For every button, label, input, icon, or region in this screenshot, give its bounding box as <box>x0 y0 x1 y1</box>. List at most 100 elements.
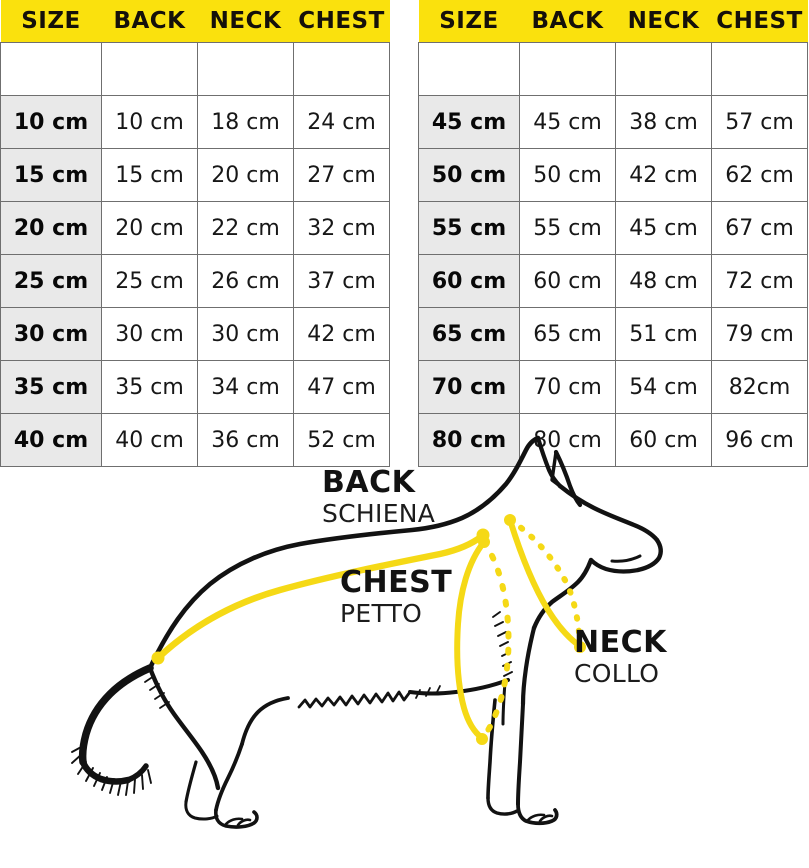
size-table-small-body: 10 cm 10 cm 18 cm 24 cm 15 cm 15 cm 20 c… <box>0 42 390 467</box>
column-header-neck: NECK <box>197 0 294 43</box>
cell-chest: 72 cm <box>711 254 808 308</box>
column-header-back: BACK <box>519 0 616 43</box>
cell-neck: 18 cm <box>197 95 294 149</box>
cell-neck: 42 cm <box>615 148 712 202</box>
table-row: 60 cm 60 cm 48 cm 72 cm <box>418 254 808 308</box>
cell-size: 35 cm <box>0 360 102 414</box>
table-row: 55 cm 55 cm 45 cm 67 cm <box>418 201 808 255</box>
label-chest-it: PETTO <box>340 599 423 628</box>
size-table-large-grid: SIZE BACK NECK CHEST 45 cm 45 cm 38 cm 5… <box>418 0 808 467</box>
label-neck: NECK COLLO <box>574 625 667 688</box>
cell-back: 45 cm <box>519 95 616 149</box>
cell-back: 35 cm <box>101 360 198 414</box>
label-chest-en: CHEST <box>340 565 453 600</box>
header-grid-spacer <box>0 42 390 96</box>
cell-back: 25 cm <box>101 254 198 308</box>
cell-size: 20 cm <box>0 201 102 255</box>
cell-size: 55 cm <box>418 201 520 255</box>
cell-neck: 45 cm <box>615 201 712 255</box>
cell-neck: 30 cm <box>197 307 294 361</box>
column-header-neck: NECK <box>615 0 712 43</box>
table-row: 80 cm 80 cm 60 cm 96 cm <box>418 413 808 467</box>
back-measure-endpoint-tail <box>151 651 165 665</box>
table-row: 45 cm 45 cm 38 cm 57 cm <box>418 95 808 149</box>
cell-back: 15 cm <box>101 148 198 202</box>
cell-size: 60 cm <box>418 254 520 308</box>
cell-chest: 82cm <box>711 360 808 414</box>
cell-neck: 36 cm <box>197 413 294 467</box>
neck-measure-endpoint-bottom <box>574 641 586 653</box>
size-table-small-header: SIZE BACK NECK CHEST <box>0 0 390 43</box>
label-back: BACK SCHIENA <box>322 465 436 528</box>
column-header-size: SIZE <box>418 0 520 43</box>
cell-back: 55 cm <box>519 201 616 255</box>
cell-chest: 96 cm <box>711 413 808 467</box>
cell-chest: 47 cm <box>293 360 390 414</box>
cell-chest: 79 cm <box>711 307 808 361</box>
cell-size: 15 cm <box>0 148 102 202</box>
cell-back: 70 cm <box>519 360 616 414</box>
chest-measure-endpoint-bottom <box>476 733 488 745</box>
cell-chest: 62 cm <box>711 148 808 202</box>
size-table-large-header: SIZE BACK NECK CHEST <box>418 0 808 43</box>
label-chest: CHEST PETTO <box>340 565 453 628</box>
column-header-chest: CHEST <box>711 0 808 43</box>
size-table-large: SIZE BACK NECK CHEST 45 cm 45 cm 38 cm 5… <box>418 0 808 467</box>
cell-chest: 52 cm <box>293 413 390 467</box>
dog-measurement-diagram: BACK SCHIENA CHEST PETTO NECK COLLO <box>0 432 809 868</box>
label-back-en: BACK <box>322 465 416 500</box>
table-row: 40 cm 40 cm 36 cm 52 cm <box>0 413 390 467</box>
cell-neck: 51 cm <box>615 307 712 361</box>
cell-size: 25 cm <box>0 254 102 308</box>
table-row: 25 cm 25 cm 26 cm 37 cm <box>0 254 390 308</box>
label-neck-en: NECK <box>574 625 667 660</box>
table-row: 50 cm 50 cm 42 cm 62 cm <box>418 148 808 202</box>
cell-neck: 48 cm <box>615 254 712 308</box>
cell-size: 50 cm <box>418 148 520 202</box>
cell-size: 70 cm <box>418 360 520 414</box>
cell-chest: 57 cm <box>711 95 808 149</box>
cell-neck: 60 cm <box>615 413 712 467</box>
table-row: 70 cm 70 cm 54 cm 82cm <box>418 360 808 414</box>
dog-illustration <box>71 435 663 829</box>
table-row: 35 cm 35 cm 34 cm 47 cm <box>0 360 390 414</box>
cell-neck: 34 cm <box>197 360 294 414</box>
cell-size: 45 cm <box>418 95 520 149</box>
size-tables-area: SIZE BACK NECK CHEST 10 cm 10 cm 18 cm 2… <box>0 0 809 467</box>
table-row: 10 cm 10 cm 18 cm 24 cm <box>0 95 390 149</box>
cell-chest: 67 cm <box>711 201 808 255</box>
cell-chest: 37 cm <box>293 254 390 308</box>
cell-neck: 22 cm <box>197 201 294 255</box>
cell-back: 30 cm <box>101 307 198 361</box>
table-row: 15 cm 15 cm 20 cm 27 cm <box>0 148 390 202</box>
neck-measure-loop <box>504 514 586 653</box>
column-header-chest: CHEST <box>293 0 390 43</box>
table-row: 65 cm 65 cm 51 cm 79 cm <box>418 307 808 361</box>
cell-neck: 54 cm <box>615 360 712 414</box>
cell-chest: 24 cm <box>293 95 390 149</box>
dog-silhouette-icon <box>71 435 663 829</box>
cell-neck: 38 cm <box>615 95 712 149</box>
size-table-small: SIZE BACK NECK CHEST 10 cm 10 cm 18 cm 2… <box>0 0 390 467</box>
column-header-size: SIZE <box>0 0 102 43</box>
cell-back: 50 cm <box>519 148 616 202</box>
cell-back: 60 cm <box>519 254 616 308</box>
chest-measure-endpoint-top <box>478 536 490 548</box>
label-back-it: SCHIENA <box>322 499 436 528</box>
header-grid-spacer <box>418 42 808 96</box>
label-neck-it: COLLO <box>574 659 660 688</box>
table-row: 30 cm 30 cm 30 cm 42 cm <box>0 307 390 361</box>
column-header-back: BACK <box>101 0 198 43</box>
neck-measure-endpoint-top <box>504 514 516 526</box>
cell-size: 65 cm <box>418 307 520 361</box>
cell-neck: 20 cm <box>197 148 294 202</box>
cell-chest: 27 cm <box>293 148 390 202</box>
chest-measure-loop <box>454 536 512 745</box>
size-table-large-body: 45 cm 45 cm 38 cm 57 cm 50 cm 50 cm 42 c… <box>418 42 808 467</box>
cell-neck: 26 cm <box>197 254 294 308</box>
cell-chest: 32 cm <box>293 201 390 255</box>
size-table-small-grid: SIZE BACK NECK CHEST 10 cm 10 cm 18 cm 2… <box>0 0 390 467</box>
cell-back: 65 cm <box>519 307 616 361</box>
cell-size: 40 cm <box>0 413 102 467</box>
cell-chest: 42 cm <box>293 307 390 361</box>
